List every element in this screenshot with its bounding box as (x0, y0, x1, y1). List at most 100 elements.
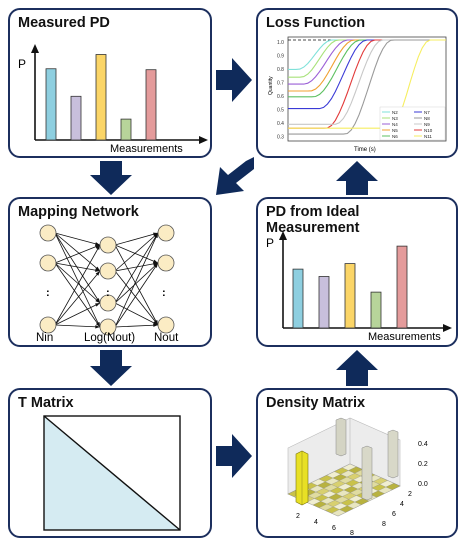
density-z-tick-1: 0.2 (418, 461, 428, 468)
network-node-layer-2 (99, 318, 117, 336)
loss-function-title: Loss Function (266, 15, 366, 31)
t-matrix-title: T Matrix (18, 395, 74, 411)
measured-pd-bars (45, 54, 157, 141)
network-edge-arrowhead (153, 263, 158, 268)
measured-pd-panel: Measured PD P Measurements (8, 8, 212, 158)
density-bar-4 (387, 429, 399, 479)
network-node-layer-2 (99, 262, 117, 280)
density-y-tick-3: 8 (382, 521, 386, 528)
network-edge (54, 244, 101, 326)
pd-ideal-bar-2 (318, 276, 330, 329)
density-y-tick-2: 6 (392, 511, 396, 518)
t-matrix-graphic (43, 415, 181, 531)
pd-ideal-panel: PD from Ideal Measurement P Measurements (256, 197, 458, 347)
mapping-network-panel: Mapping Network : : : Nin Log(Nout) Nout (8, 197, 212, 347)
loss-y-tick-label: 0.7 (277, 81, 284, 87)
pd-ideal-x-label: Measurements (368, 331, 441, 343)
network-edge (114, 270, 159, 326)
network-node-layer-3 (157, 254, 175, 272)
loss-legend-label: N7 (424, 110, 430, 115)
pd-ideal-y-arrowhead (279, 231, 287, 240)
hidden-layer-ellipsis: : (106, 287, 110, 299)
arrow-down-measured-to-mapping (90, 161, 132, 195)
pd-ideal-chart: P Measurements (266, 231, 452, 343)
loss-y-tick-label: 0.8 (277, 67, 284, 73)
loss-legend-label: N5 (392, 128, 398, 133)
network-edge (114, 232, 159, 246)
network-edge (54, 270, 101, 326)
network-edge (114, 244, 159, 264)
network-edge (114, 302, 159, 326)
network-edge-arrowhead (95, 322, 100, 327)
loss-legend-label: N10 (424, 128, 433, 133)
network-edge-arrowhead (95, 245, 100, 249)
network-edge-arrowhead (95, 298, 100, 303)
network-node-layer-1 (39, 254, 57, 272)
network-edge-arrowhead (95, 271, 100, 276)
network-nodes (39, 224, 175, 336)
network-edge (54, 232, 101, 246)
arrow-down-mapping-to-tmatrix (90, 350, 132, 386)
network-edge (114, 262, 159, 328)
network-edge-arrowhead (96, 245, 100, 250)
loss-x-label: Time (s) (354, 147, 376, 153)
measured-pd-y-arrowhead (31, 44, 39, 53)
density-matrix-title: Density Matrix (266, 395, 366, 411)
input-layer-ellipsis: : (46, 287, 50, 299)
loss-y-tick-label: 0.9 (277, 54, 284, 60)
network-edge-arrowhead (153, 259, 158, 263)
mapping-network-title: Mapping Network (18, 204, 139, 220)
network-edge (114, 244, 159, 326)
loss-y-label: Quantity (268, 76, 274, 95)
pd-ideal-title: PD from Ideal Measurement (266, 204, 360, 236)
t-matrix-diagonal (43, 415, 181, 531)
arrow-up-ideal-to-loss (336, 161, 378, 195)
loss-legend-label: N3 (392, 116, 398, 121)
loss-y-tick-label: 0.3 (277, 135, 284, 141)
density-tall-bars (295, 417, 399, 506)
network-node-layer-2 (99, 236, 117, 254)
loss-legend-box (379, 106, 446, 141)
nout-label: Nout (154, 332, 179, 344)
measured-pd-bar-5 (145, 69, 157, 141)
network-node-layer-3 (157, 316, 175, 334)
network-edge (54, 262, 101, 304)
loss-y-tick-label: 0.4 (277, 121, 284, 127)
density-matrix-plot: 0.4 0.2 0.0 2 4 6 8 2 4 6 8 (287, 417, 428, 536)
density-floor-cell (385, 483, 401, 490)
density-y-tick-1: 4 (400, 501, 404, 508)
t-matrix-frame (43, 415, 181, 531)
measured-pd-bar-4 (120, 118, 132, 141)
pd-ideal-bars (292, 245, 408, 329)
network-node-layer-1 (39, 316, 57, 334)
network-edge (114, 232, 159, 328)
density-matrix-panel: Density Matrix 0.4 0.2 0.0 2 4 6 8 2 4 6… (256, 388, 458, 538)
measured-pd-bar-2 (70, 95, 82, 141)
network-edge (54, 324, 101, 328)
loss-curve-10 (288, 39, 446, 129)
loss-legend-label: N6 (392, 134, 398, 139)
pd-ideal-bar-1 (292, 268, 304, 329)
loss-legend: N2 N7 N3 N8 N4 N9 N5 N10 N6 N11 (379, 106, 446, 141)
pd-ideal-bar-5 (396, 245, 408, 329)
network-edge (54, 232, 101, 272)
arrow-up-density-to-ideal (336, 350, 378, 386)
loss-y-tick-label: 0.6 (277, 94, 284, 100)
measured-pd-bar-1 (45, 68, 57, 141)
loss-legend-label: N2 (392, 110, 398, 115)
arrow-diagonal-loss-to-mapping (216, 157, 254, 195)
network-edge-arrowhead (95, 242, 100, 246)
network-edge-arrowhead (95, 303, 100, 307)
network-edge (114, 262, 159, 272)
measured-pd-x-arrowhead (199, 136, 208, 144)
mapping-network-diagram: : : : Nin Log(Nout) Nout (36, 224, 179, 344)
density-bar-2 (335, 417, 347, 457)
loss-curves (288, 39, 446, 135)
network-edge (114, 232, 159, 272)
measured-pd-bar-3 (95, 54, 107, 141)
density-y-tick-0: 2 (408, 491, 412, 498)
loss-y-tick-label: 1.0 (277, 40, 284, 46)
density-x-tick-1: 4 (314, 519, 318, 526)
loss-legend-label: N8 (424, 116, 430, 121)
network-edge (54, 232, 101, 304)
